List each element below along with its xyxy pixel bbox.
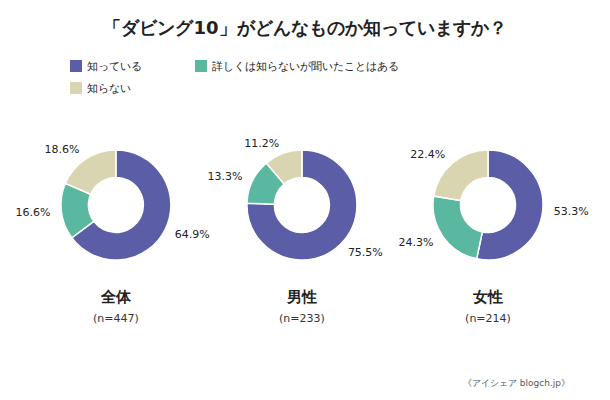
chart-label: 全体	[100, 288, 132, 306]
data-label: 53.3%	[554, 205, 589, 218]
chart-label: 女性	[472, 288, 503, 306]
legend-label: 知らない	[87, 82, 131, 95]
legend-swatch	[195, 60, 207, 72]
legend-swatch	[70, 60, 82, 72]
donut: 64.9% 16.6% 18.6% 全体 (n=447)	[15, 143, 209, 325]
slice	[247, 150, 357, 260]
chart: 「ダビング10」がどんなものか知っていますか？ 知っている 詳しくは知らないが聞いた…	[0, 0, 610, 400]
data-label: 18.6%	[45, 143, 80, 156]
legend-label: 知っている	[87, 60, 142, 73]
data-label: 13.3%	[208, 170, 243, 183]
data-label: 16.6%	[15, 206, 50, 219]
slice	[266, 150, 302, 184]
data-label: 24.3%	[399, 236, 434, 249]
legend-swatch	[70, 82, 82, 94]
chart-sublabel: (n=233)	[279, 312, 325, 325]
title: 「ダビング10」がどんなものか知っていますか？	[103, 17, 506, 38]
slice	[65, 150, 116, 194]
legend-label: 詳しくは知らないが聞いたことはある	[212, 60, 399, 73]
donut: 53.3% 24.3% 22.4% 女性 (n=214)	[399, 148, 589, 325]
donut: 75.5% 13.3% 11.2% 男性 (n=233)	[208, 137, 383, 325]
legend: 知っている 詳しくは知らないが聞いたことはある知らない	[70, 60, 399, 95]
annotation: 《アイシェア blogch.jp》	[463, 378, 570, 388]
chart-label: 男性	[286, 288, 317, 306]
data-label: 22.4%	[410, 148, 445, 161]
data-label: 11.2%	[244, 137, 279, 150]
chart-sublabel: (n=214)	[465, 312, 511, 325]
chart-sublabel: (n=447)	[93, 312, 139, 325]
slice	[433, 196, 482, 259]
data-label: 64.9%	[175, 228, 210, 241]
data-label: 75.5%	[348, 246, 383, 259]
